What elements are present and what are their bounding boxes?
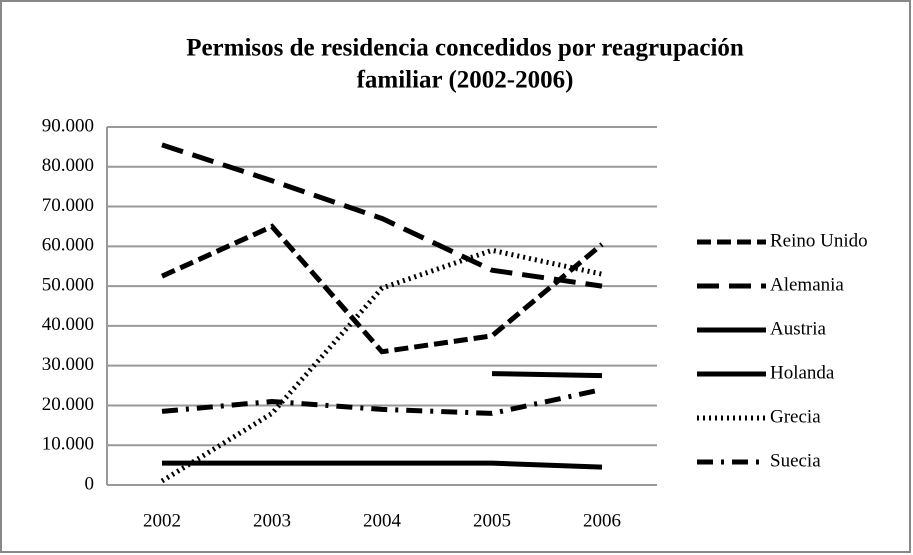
series-line bbox=[160, 223, 604, 355]
x-tick-label: 2003 bbox=[253, 510, 291, 531]
x-tick-label: 2002 bbox=[143, 510, 181, 531]
y-tick-label: 40.000 bbox=[42, 314, 94, 335]
y-tick-label: 80.000 bbox=[42, 155, 94, 176]
legend-label: Grecia bbox=[770, 406, 821, 427]
series-line bbox=[161, 387, 603, 416]
x-tick-label: 2005 bbox=[473, 510, 511, 531]
y-tick-label: 0 bbox=[85, 473, 95, 494]
series-line bbox=[161, 142, 603, 289]
legend-label: Suecia bbox=[770, 450, 821, 471]
legend-label: Holanda bbox=[770, 362, 835, 383]
y-tick-label: 30.000 bbox=[42, 354, 94, 375]
chart-title: Permisos de residencia concedidos por re… bbox=[186, 35, 744, 62]
series-line bbox=[162, 460, 603, 470]
y-tick-label: 50.000 bbox=[42, 274, 94, 295]
x-tick-label: 2006 bbox=[583, 510, 621, 531]
y-tick-label: 90.000 bbox=[42, 115, 94, 136]
chart-title: familiar (2002-2006) bbox=[357, 67, 574, 94]
y-tick-label: 70.000 bbox=[42, 195, 94, 216]
y-tick-label: 10.000 bbox=[42, 434, 94, 455]
legend-label: Reino Unido bbox=[770, 230, 868, 251]
y-tick-label: 20.000 bbox=[42, 394, 94, 415]
legend-label: Alemania bbox=[770, 274, 844, 295]
legend-label: Austria bbox=[770, 318, 827, 339]
x-tick-label: 2004 bbox=[363, 510, 402, 531]
series-line bbox=[160, 247, 603, 484]
y-tick-label: 60.000 bbox=[42, 235, 94, 256]
series-line bbox=[491, 371, 603, 379]
